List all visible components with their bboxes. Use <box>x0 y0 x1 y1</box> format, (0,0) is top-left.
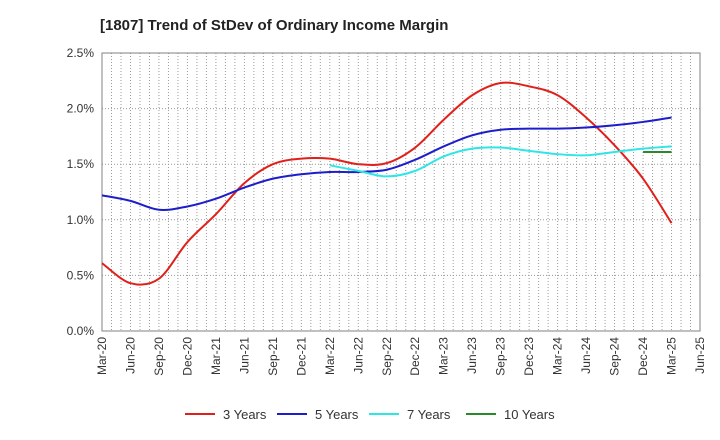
x-tick-label: Jun-24 <box>579 337 593 374</box>
x-tick-label: Mar-22 <box>323 337 337 375</box>
legend-label: 7 Years <box>407 407 451 422</box>
legend-label: 10 Years <box>504 407 555 422</box>
x-tick-label: Jun-25 <box>693 337 707 374</box>
y-tick-label: 1.0% <box>67 213 95 227</box>
y-tick-label: 0.0% <box>67 324 95 338</box>
series-line-7-years <box>329 145 672 178</box>
x-tick-label: Mar-24 <box>551 337 565 375</box>
legend-label: 5 Years <box>315 407 359 422</box>
x-tick-label: Dec-23 <box>522 337 536 376</box>
x-tick-label: Sep-20 <box>152 337 166 376</box>
x-tick-label: Mar-25 <box>665 337 679 375</box>
plot-border <box>101 52 701 332</box>
y-tick-label: 2.0% <box>67 102 95 116</box>
y-tick-label: 1.5% <box>67 157 95 171</box>
x-tick-label: Sep-22 <box>380 337 394 376</box>
x-tick-label: Mar-20 <box>95 337 109 375</box>
x-tick-label: Dec-24 <box>636 337 650 376</box>
x-tick-label: Dec-21 <box>294 337 308 376</box>
chart-title: [1807] Trend of StDev of Ordinary Income… <box>100 17 448 34</box>
series-lines <box>101 81 673 286</box>
series-line-3-years <box>101 81 673 286</box>
x-tick-label: Jun-21 <box>237 337 251 374</box>
x-tick-label: Jun-20 <box>123 337 137 374</box>
x-tick-label: Mar-23 <box>437 337 451 375</box>
y-tick-label: 2.5% <box>67 46 95 60</box>
axes: 0.0% 0.5% 1.0% 1.5% 2.0% 2.5% Mar-20 Jun-20 Sep-… <box>67 46 707 376</box>
x-tick-label: Sep-21 <box>266 337 280 376</box>
x-tick-label: Sep-24 <box>608 337 622 376</box>
x-tick-label: Sep-23 <box>494 337 508 376</box>
x-tick-label: Jun-22 <box>351 337 365 374</box>
x-tick-label: Mar-21 <box>209 337 223 375</box>
x-tick-label: Dec-20 <box>180 337 194 376</box>
series-line-5-years <box>101 116 672 211</box>
legend-label: 3 Years <box>223 407 267 422</box>
x-tick-label: Dec-22 <box>408 337 422 376</box>
legend: 3 Years 5 Years 7 Years 10 Years <box>185 407 555 422</box>
grid <box>101 52 701 332</box>
x-tick-label: Jun-23 <box>465 337 479 374</box>
y-tick-label: 0.5% <box>67 268 95 282</box>
